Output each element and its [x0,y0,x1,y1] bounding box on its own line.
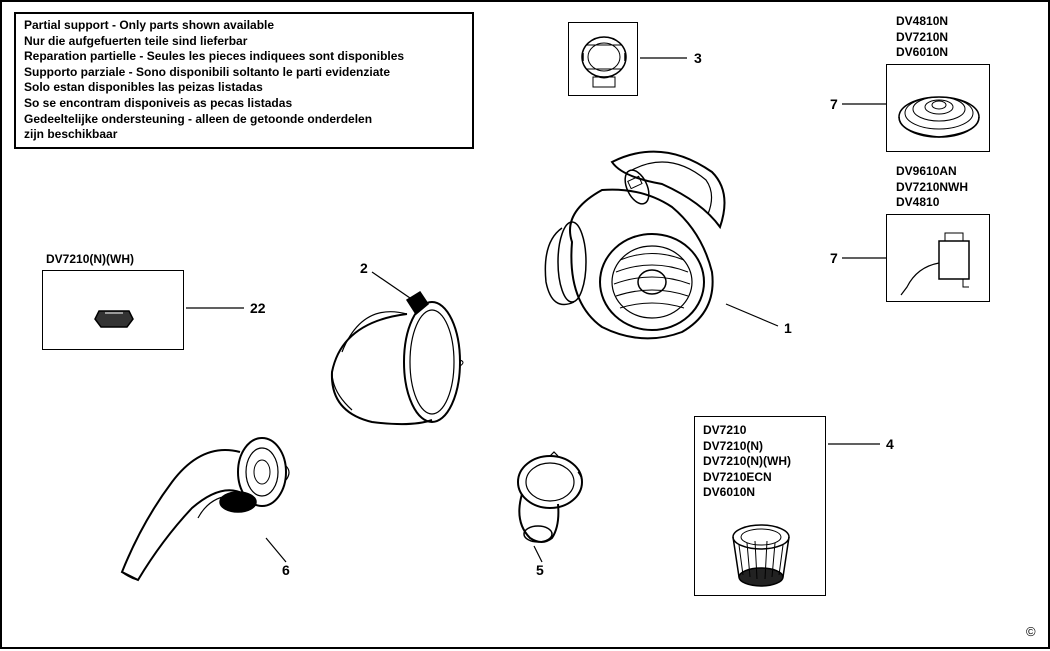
callout-3: 3 [694,50,702,66]
callout-6: 6 [282,562,290,578]
dust-bowl-drawing [302,262,502,442]
part7b-box [886,214,990,302]
copyright-symbol: © [1026,624,1036,639]
note-line: Nur die aufgefuerten teile sind lieferba… [24,34,464,50]
note-line: Reparation partielle - Seules les pieces… [24,49,464,65]
callout-4: 4 [886,436,894,452]
exploded-diagram: Partial support - Only parts shown avail… [0,0,1050,649]
model-label: DV4810 [896,195,968,211]
filter-cone-drawing [480,442,600,562]
partial-support-note: Partial support - Only parts shown avail… [14,12,474,149]
callout-2: 2 [360,260,368,276]
part22-box [42,270,184,350]
note-line: Partial support - Only parts shown avail… [24,18,464,34]
model-label: DV7210N [896,30,948,46]
note-line: Supporto parziale - Sono disponibili sol… [24,65,464,81]
note-line: zijn beschikbaar [24,127,464,143]
part4-box: DV7210 DV7210(N) DV7210(N)(WH) DV7210ECN… [694,416,826,596]
callout-5: 5 [536,562,544,578]
note-line: So se encontram disponiveis as pecas lis… [24,96,464,112]
part3-box [568,22,638,96]
model-label: DV4810N [896,14,948,30]
charger-base-icon [887,65,991,153]
note-line: Gedeeltelijke ondersteuning - alleen de … [24,112,464,128]
model-label: DV6010N [896,45,948,61]
callout-7a: 7 [830,96,838,112]
callout-7b: 7 [830,250,838,266]
motor-icon [569,23,639,97]
clip-icon [43,271,185,351]
model-label: DV9610AN [896,164,968,180]
model-label: DV7210NWH [896,180,968,196]
model-label: DV7210(N)(WH) [46,252,134,266]
charger-adapter-icon [887,215,991,303]
callout-1: 1 [784,320,792,336]
callout-22: 22 [250,300,266,316]
part7b-models: DV9610AN DV7210NWH DV4810 [896,164,968,211]
part22-models: DV7210(N)(WH) [46,252,134,266]
part7a-box [886,64,990,152]
note-line: Solo estan disponibles las peizas listad… [24,80,464,96]
filter-icon [695,417,827,597]
main-body-drawing [502,132,782,362]
part7a-models: DV4810N DV7210N DV6010N [896,14,948,61]
